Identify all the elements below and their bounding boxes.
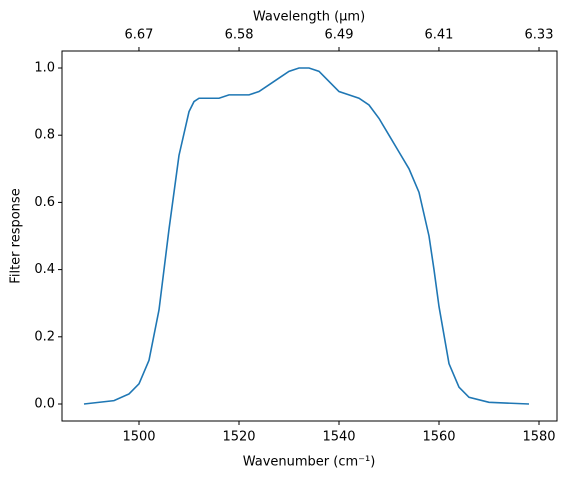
- y-tick-label: 0.2: [34, 329, 55, 344]
- x2-tick-label: 6.67: [124, 28, 153, 43]
- x-tick-label: 1520: [222, 430, 255, 445]
- plot-frame: [61, 50, 558, 422]
- y-tick-label: 0.0: [34, 396, 55, 411]
- y-axis-label: Filter response: [9, 188, 24, 283]
- x-axis-label: Wavenumber (cm⁻¹): [243, 455, 376, 470]
- x2-tick-label: 6.49: [325, 28, 354, 43]
- x2-axis-label: Wavelength (μm): [253, 10, 365, 25]
- x-tick-label: 1560: [422, 430, 455, 445]
- y-tick-label: 0.6: [34, 195, 55, 210]
- x2-tick-label: 6.58: [225, 28, 254, 43]
- line-series: [83, 67, 530, 405]
- x-tick-label: 1500: [122, 430, 155, 445]
- x-tick-label: 1580: [522, 430, 555, 445]
- y-tick-label: 1.0: [34, 61, 55, 76]
- y-tick-label: 0.8: [34, 128, 55, 143]
- x2-tick-label: 6.33: [525, 28, 554, 43]
- x-tick-label: 1540: [322, 430, 355, 445]
- x2-tick-label: 6.41: [424, 28, 453, 43]
- y-tick-label: 0.4: [34, 262, 55, 277]
